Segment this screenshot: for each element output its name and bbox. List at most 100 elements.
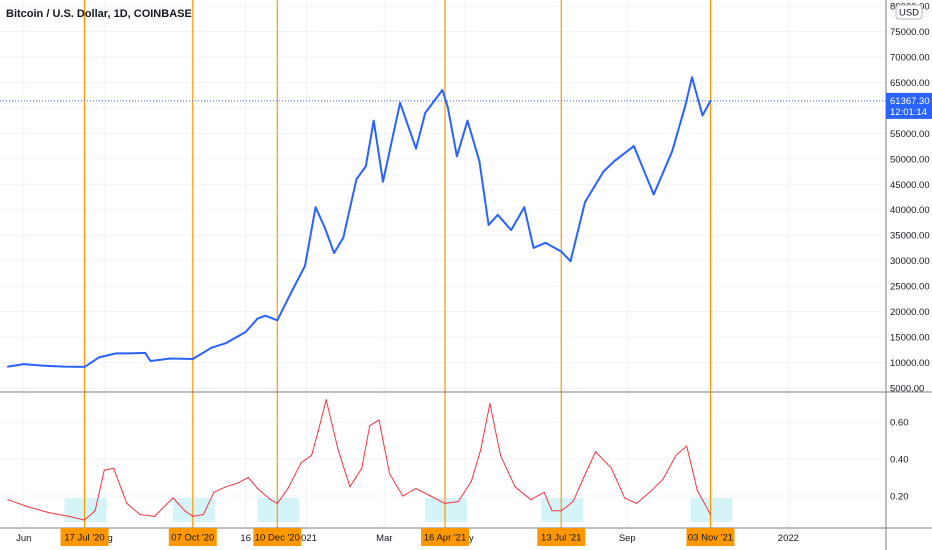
- currency-badge[interactable]: USD: [895, 4, 923, 20]
- price-tick-label: 65000.00: [890, 78, 930, 89]
- price-point: [523, 206, 526, 209]
- grid: [0, 0, 886, 528]
- price-point: [264, 314, 267, 317]
- oscillator-point: [270, 499, 272, 501]
- oscillator-point: [317, 430, 319, 432]
- price-point: [169, 357, 172, 360]
- oscillator-point: [675, 454, 677, 456]
- price-point: [456, 155, 458, 158]
- oscillator-point: [470, 480, 473, 482]
- oscillator-point: [192, 515, 194, 517]
- price-point: [671, 150, 674, 153]
- price-point: [342, 236, 345, 239]
- price-tick-label: 75000.00: [890, 27, 930, 38]
- date-marker-tag-label: 17 Jul '20: [64, 533, 104, 544]
- oscillator-point: [94, 510, 96, 512]
- oscillator-point: [489, 402, 491, 405]
- price-tick-label: 20000.00: [890, 307, 930, 318]
- price-tick-label: 30000.00: [890, 256, 930, 267]
- date-marker-tag: [253, 528, 302, 546]
- oscillator-point: [388, 473, 391, 475]
- oscillator-point: [202, 513, 204, 516]
- oscillator-tick-label: 0.40: [890, 455, 909, 466]
- price-point: [691, 76, 693, 79]
- oscillator-point: [247, 476, 249, 479]
- oscillator-point: [68, 515, 70, 517]
- price-point: [613, 160, 615, 163]
- price-point: [372, 119, 375, 122]
- price-point: [98, 356, 100, 359]
- oscillator-tick-label: 0.20: [890, 492, 909, 503]
- price-point: [569, 260, 572, 263]
- price-point: [191, 358, 194, 360]
- price-tick-label: 10000.00: [890, 358, 930, 369]
- price-point: [62, 365, 65, 368]
- oscillator-point: [594, 451, 597, 453]
- oscillator-point: [402, 495, 404, 497]
- price-point: [144, 351, 147, 354]
- oscillator-point: [28, 506, 30, 508]
- oscillator-point: [551, 510, 553, 512]
- oscillator-tick-label: 0.60: [890, 418, 909, 429]
- price-point: [684, 104, 687, 107]
- oscillator-point: [429, 495, 432, 497]
- price-point: [632, 145, 635, 147]
- oscillator-point: [349, 486, 351, 488]
- oscillator-point: [610, 467, 613, 469]
- price-point: [441, 89, 444, 91]
- oscillator-point: [276, 502, 278, 504]
- oscillator-point: [499, 454, 502, 456]
- date-marker-tag-label: 16 Apr '21: [424, 533, 467, 544]
- oscillator-point: [378, 419, 380, 421]
- oscillator-point: [184, 510, 186, 512]
- oscillator-point: [543, 491, 545, 493]
- price-point: [289, 292, 292, 295]
- oscillator-pane[interactable]: [7, 399, 712, 521]
- oscillator-point: [624, 497, 626, 499]
- highlight-boxes: [64, 498, 733, 522]
- oscillator-point: [361, 467, 363, 469]
- oscillator-point: [311, 454, 313, 456]
- highlight-box: [425, 498, 468, 522]
- price-point: [244, 331, 247, 333]
- last-price-countdown: 12:01:14: [890, 107, 927, 118]
- oscillator-point: [583, 476, 585, 479]
- oscillator-point: [83, 519, 86, 521]
- oscillator-point: [256, 488, 259, 490]
- oscillator-point: [514, 486, 516, 488]
- last-price-value: 61367.30: [890, 96, 930, 107]
- last-price-tag-bg: [886, 92, 932, 119]
- oscillator-point: [139, 513, 141, 516]
- oscillator-point: [415, 488, 417, 490]
- date-marker-tag-label: 13 Jul '21: [541, 533, 581, 544]
- price-point: [128, 352, 131, 355]
- oscillator-point: [112, 467, 115, 469]
- oscillator-point: [530, 499, 532, 501]
- oscillator-point: [237, 482, 239, 484]
- price-point: [701, 114, 704, 117]
- price-tick-label: 15000.00: [890, 333, 930, 344]
- price-point: [496, 213, 499, 216]
- oscillator-point: [635, 502, 638, 504]
- time-tick-label: Jun: [16, 533, 31, 544]
- price-tick-label: 45000.00: [890, 180, 930, 191]
- price-point: [364, 165, 367, 168]
- date-marker-tags: 17 Jul '20 07 Oct '20 10 Dec '20 16 Apr '21…: [60, 528, 735, 546]
- price-point: [560, 250, 563, 253]
- price-point: [466, 119, 469, 122]
- price-tick-label: 40000.00: [890, 205, 930, 216]
- time-tick-label: 16: [240, 533, 251, 544]
- highlight-box: [690, 498, 733, 522]
- date-marker-tag: [686, 528, 735, 546]
- price-series-line[interactable]: [7, 76, 712, 368]
- price-tick-label: 5000.00: [890, 384, 924, 395]
- date-marker-tag: [60, 528, 109, 546]
- price-point: [424, 112, 427, 114]
- oscillator-point: [126, 502, 128, 504]
- date-marker-tag: [537, 528, 586, 546]
- price-point: [224, 342, 227, 345]
- time-tick-label: Sep: [619, 533, 636, 544]
- price-pane[interactable]: [0, 76, 886, 368]
- time-tick-label: 2022: [778, 533, 799, 544]
